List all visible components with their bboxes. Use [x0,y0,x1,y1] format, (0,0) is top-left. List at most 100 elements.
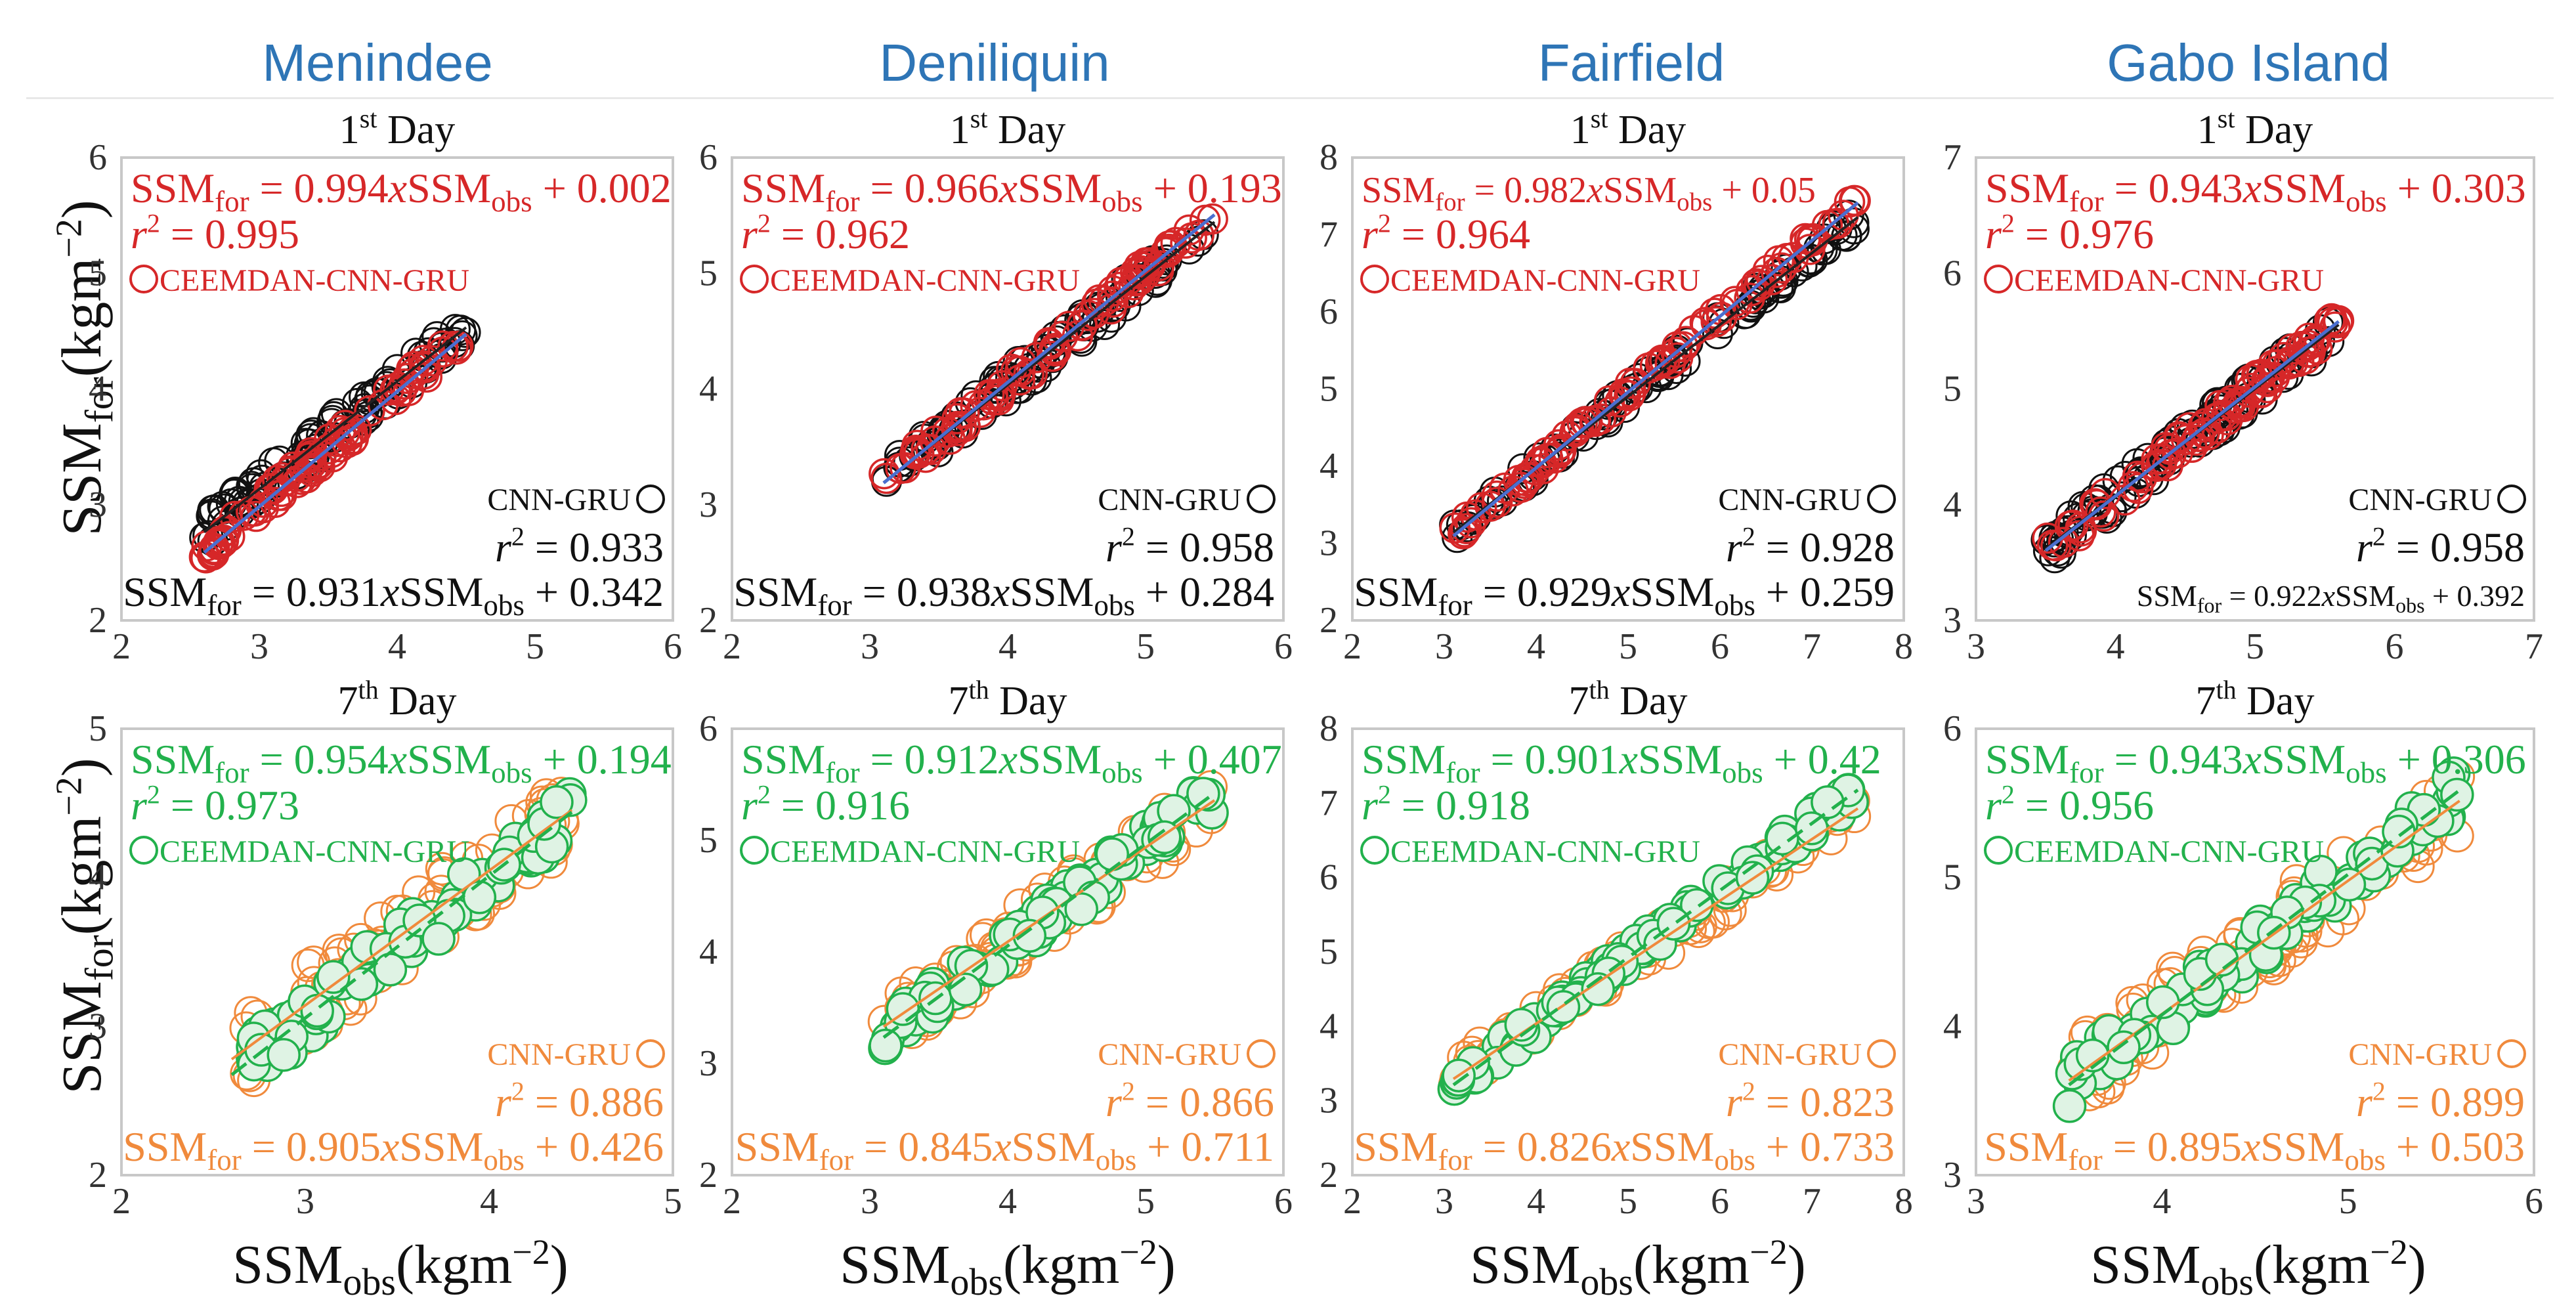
ceemdan-fit-line [203,332,467,554]
day-title: 7th Day [949,675,1067,723]
ceemdan-r2: r2 = 0.916 [741,780,910,829]
x-tick-label: 6 [1274,626,1293,667]
plot-frame [120,727,674,1176]
ceemdan-legend-marker [1360,265,1389,293]
ceemdan-cnn-gru-point [1046,320,1079,353]
panel-8: 7th Day 3 4 5 6 3 4 5 6 SSMfor = 0.943xSSMobs + 0… [1943,675,2543,1222]
x-tick-label: 6 [1274,1181,1293,1222]
y-tick-label: 2 [89,600,107,641]
x-tick-label: 2 [112,1181,131,1222]
x-tick-label: 8 [1895,626,1913,667]
ceemdan-cnn-gru-point [1756,264,1788,295]
ceemdan-cnn-gru-point [397,358,429,389]
station-title-deniliquin: Deniliquin [879,33,1110,92]
ceemdan-cnn-gru-point [267,1038,301,1072]
ceemdan-cnn-gru-point [380,383,412,416]
ceemdan-equation: SSMfor = 0.943xSSMobs + 0.303 [1985,165,2526,218]
cnn-gru-legend-marker [1247,485,1276,513]
y-tick-label: 7 [1943,137,1962,178]
x-tick-label: 3 [1435,626,1453,667]
ceemdan-cnn-gru-point [1153,236,1184,267]
cnn-gru-r2: r2 = 0.823 [1726,1077,1895,1125]
x-axis-label-3: SSMobs(kgm−2) [1470,1232,1806,1303]
x-tick-label: 4 [1527,626,1545,667]
ceemdan-cnn-gru-point [2075,1038,2110,1073]
plot-frame [1975,156,2535,622]
cnn-gru-r2: r2 = 0.886 [495,1077,664,1125]
cnn-gru-r2: r2 = 0.928 [1726,522,1895,571]
y-tick-label: 3 [1320,1081,1338,1121]
cnn-gru-legend-marker [636,485,665,513]
ceemdan-legend-label: CEEMDAN-CNN-GRU [1390,263,1700,298]
ceemdan-cnn-gru-point [202,527,234,559]
y-tick-label: 6 [1320,857,1338,898]
y-tick-label: 6 [699,137,718,178]
ceemdan-cnn-gru-point [2319,311,2351,343]
ceemdan-cnn-gru-point [285,463,317,495]
x-tick-label: 4 [2153,1181,2171,1222]
ceemdan-r2: r2 = 0.956 [1985,780,2154,829]
y-tick-label: 5 [1943,857,1962,898]
y-tick-label: 5 [699,253,718,293]
ceemdan-cnn-gru-point [540,785,574,819]
y-tick-label: 4 [89,369,107,410]
ceemdan-cnn-gru-point [984,378,1016,410]
ceemdan-cnn-gru-point [2283,345,2315,377]
ceemdan-cnn-gru-point [2065,515,2097,547]
ceemdan-legend-marker [740,836,769,865]
cnn-gru-r2: r2 = 0.866 [1106,1077,1274,1125]
ceemdan-cnn-gru-point [945,411,977,443]
day-title: 7th Day [338,675,457,723]
cnn-gru-point [2032,535,2064,567]
panel-7: 7th Day 2 3 4 5 6 7 8 2 3 4 5 6 7 8 SSMfor = 0.901xSSMo… [1320,675,1913,1222]
day-title: 7th Day [2196,675,2315,723]
ceemdan-cnn-gru-point [1097,280,1128,312]
y-tick-label: 8 [1320,708,1338,749]
ceemdan-cnn-gru-point [1765,821,1799,856]
y-tick-label: 3 [1320,523,1338,564]
panel-6: 7th Day 2 3 4 5 6 2 3 4 5 6 SSMfor = 0.912xSSMobs +… [699,675,1293,1222]
ceemdan-cnn-gru-point [1604,386,1636,418]
ceemdan-cnn-gru-point [1012,918,1047,953]
x-tick-label: 3 [1967,1181,1985,1222]
panel-2: 1st Day 2 3 4 5 6 2 3 4 5 6 SSMfor = 0.966xSSMobs +… [699,104,1293,667]
x-tick-label: 7 [1803,1181,1821,1222]
ceemdan-cnn-gru-point [869,1028,903,1063]
ceemdan-cnn-gru-point [941,415,973,446]
x-tick-label: 3 [1967,626,1985,667]
ceemdan-cnn-gru-point [2292,336,2324,368]
ceemdan-r2: r2 = 0.995 [131,209,299,257]
ceemdan-cnn-gru-point [2147,442,2179,475]
ceemdan-cnn-gru-point [1186,777,1220,811]
ceemdan-cnn-gru-point [379,374,412,406]
cnn-gru-legend-marker [1867,1039,1896,1068]
ceemdan-cnn-gru-point [1125,255,1157,287]
x-tick-label: 3 [296,1181,314,1222]
ceemdan-cnn-gru-point [932,416,964,448]
ceemdan-equation: SSMfor = 0.954xSSMobs + 0.194 [131,736,672,789]
x-tick-label: 4 [1527,1181,1545,1222]
ceemdan-cnn-gru-point [1838,184,1870,217]
y-tick-label: 5 [1943,369,1962,410]
ceemdan-cnn-gru-point [1504,1008,1539,1042]
cnn-gru-fit-line [2068,800,2460,1082]
cnn-gru-r2: r2 = 0.899 [2356,1077,2525,1125]
y-tick-label: 6 [699,708,718,749]
y-tick-label: 5 [89,253,107,293]
ceemdan-legend-marker [1360,836,1389,865]
ceemdan-r2: r2 = 0.973 [131,780,299,829]
plot-frame [1351,156,1905,622]
ceemdan-legend-marker [129,836,158,865]
ceemdan-cnn-gru-point [977,379,1008,410]
cnn-gru-legend-label: CNN-GRU [2348,1037,2492,1072]
cnn-gru-legend-marker [2497,1039,2526,1068]
y-tick-label: 6 [1943,253,1962,293]
ceemdan-fit-line [882,213,1216,485]
cnn-gru-equation: SSMfor = 0.826xSSMobs + 0.733 [1354,1123,1895,1176]
plot-frame [731,156,1285,622]
panel-1: 1st Day 2 3 4 5 6 2 3 4 5 6 SSMfor = 0.994xSSMobs +… [89,104,682,667]
station-title-menindee: Menindee [262,33,493,92]
cnn-gru-legend-label: CNN-GRU [1098,483,1241,517]
ceemdan-cnn-gru-point [2213,387,2244,420]
cnn-gru-fit-line [203,326,467,534]
